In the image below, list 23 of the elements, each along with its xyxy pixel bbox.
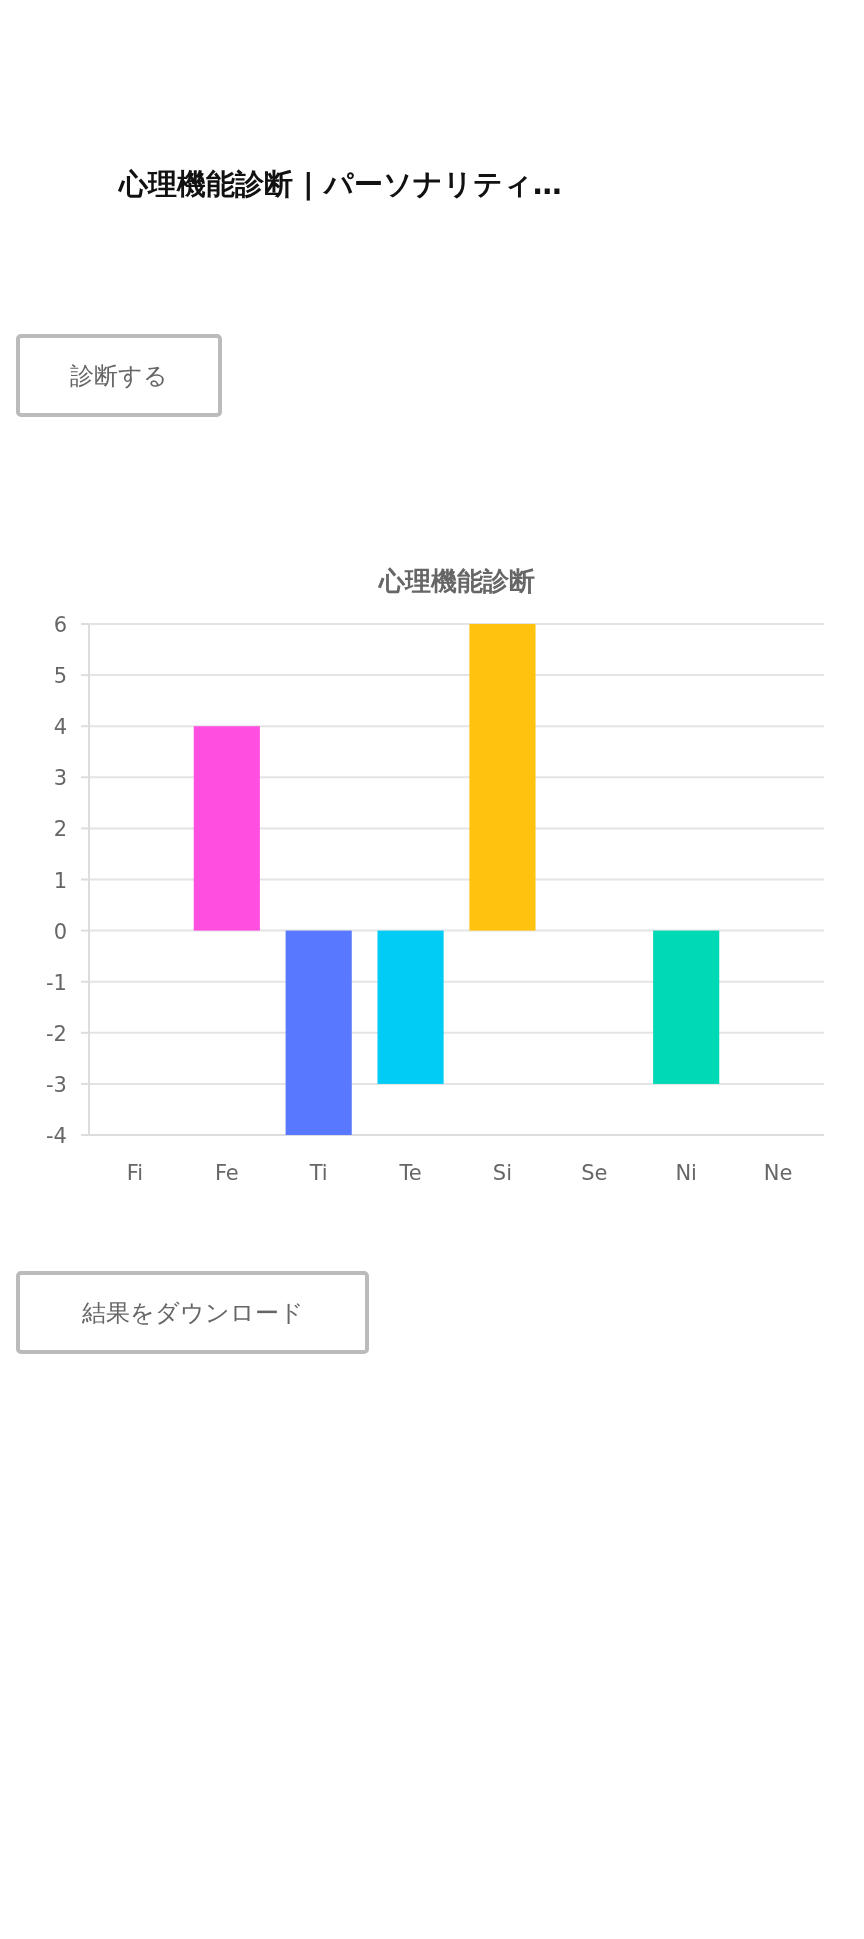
x-tick-label: Ti (308, 1161, 328, 1185)
y-tick-label: 0 (53, 919, 67, 944)
y-tick-label: 5 (53, 664, 67, 689)
x-tick-label: Ni (675, 1161, 697, 1185)
x-tick-label: Ne (763, 1161, 793, 1185)
y-tick-label: 2 (53, 817, 67, 842)
y-tick-label: -4 (46, 1124, 67, 1148)
y-tick-label: -3 (46, 1072, 67, 1097)
chart-title: 心理機能診断 (376, 566, 535, 596)
x-tick-label: Se (581, 1161, 608, 1185)
y-tick-label: 1 (53, 868, 67, 893)
x-tick-label: Si (492, 1161, 513, 1185)
annotation: 結果をダウンロード (16, 1271, 369, 1354)
x-tick-label: Fi (126, 1161, 144, 1185)
annotation: 診断する (16, 334, 222, 417)
y-tick-label: 4 (53, 715, 67, 740)
y-tick-label: 3 (53, 766, 67, 791)
y-tick-label: -2 (46, 1021, 67, 1046)
annotation: 心理機能診断 | パーソナリティ… (119, 167, 562, 201)
x-tick-label: Te (398, 1161, 422, 1185)
x-tick-label: Fe (214, 1161, 239, 1185)
y-tick-label: 6 (53, 613, 67, 637)
y-tick-label: -1 (46, 970, 67, 995)
